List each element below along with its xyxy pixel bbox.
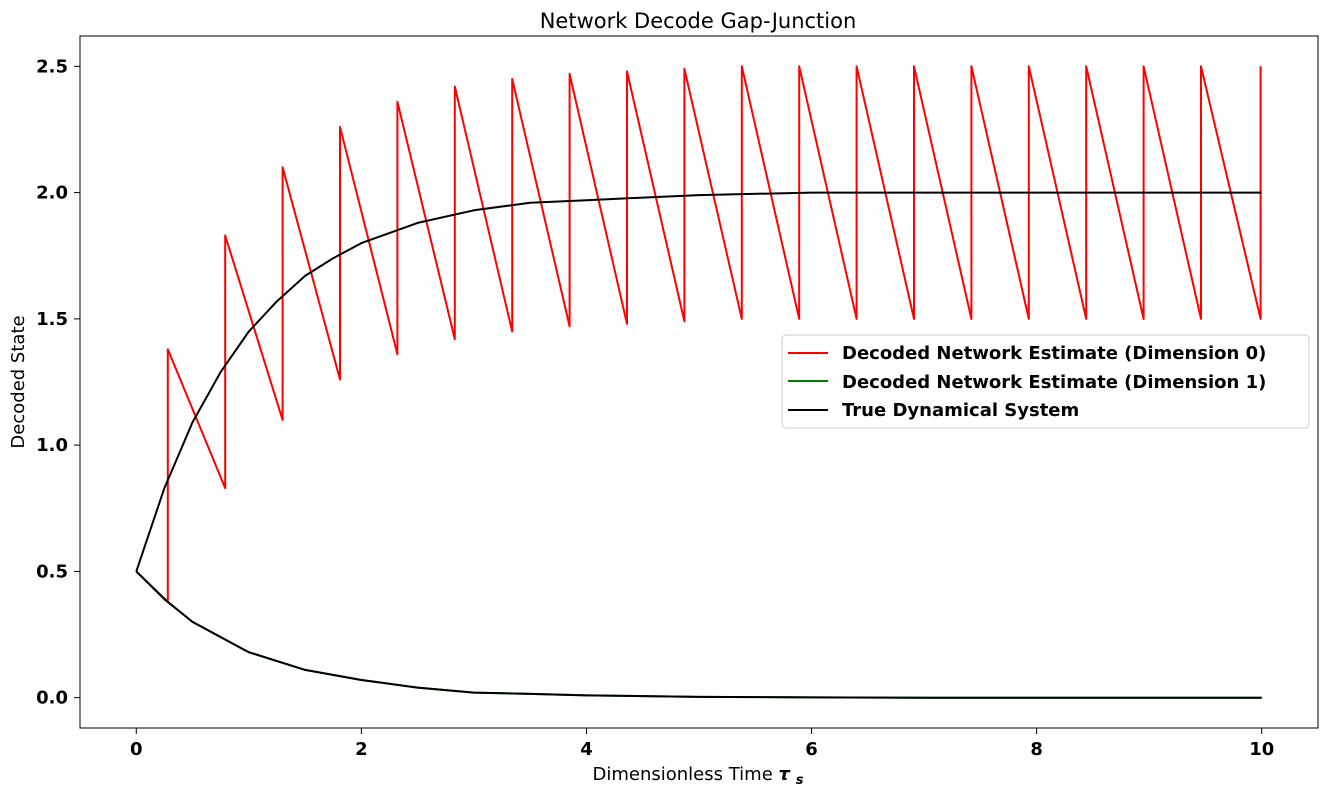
x-tick-label: 4 [580,739,593,760]
y-tick-label: 2.5 [36,56,68,77]
x-tick-label: 10 [1249,739,1274,760]
axes-frame [79,35,1319,729]
x-axis-label-text: Dimensionless Time [593,764,773,785]
plot-area [135,65,1262,699]
y-axis-label: Decoded State [8,315,29,448]
x-tick-label: 6 [805,739,818,760]
x-axis-label-subscript: s [796,773,804,788]
y-tick-label: 1.5 [36,309,68,330]
x-axis: 0 2 4 6 8 10 [130,728,1274,760]
y-tick-label: 2.0 [36,183,68,204]
legend: Decoded Network Estimate (Dimension 0) D… [781,334,1310,429]
series-line-dimension-1 [135,570,1262,699]
y-tick-label: 0.0 [36,688,68,709]
legend-box [781,334,1310,429]
x-tick-label: 0 [130,739,143,760]
legend-label-dim0: Decoded Network Estimate (Dimension 0) [842,343,1266,364]
legend-label-dim1: Decoded Network Estimate (Dimension 1) [842,372,1266,393]
series-line-true-system-upper [135,191,1262,572]
x-axis-label: Dimensionless Time τ s [593,764,804,788]
chart-title: Network Decode Gap-Junction [540,9,857,33]
legend-label-true: True Dynamical System [842,400,1079,421]
x-tick-label: 2 [355,739,368,760]
x-tick-label: 8 [1030,739,1043,760]
y-axis: 0.0 0.5 1.0 1.5 2.0 2.5 [36,56,80,709]
series-line-dimension-0 [135,65,1262,603]
series-line-true-system-lower [135,570,1262,699]
x-axis-label-symbol: τ [779,764,791,785]
y-tick-label: 1.0 [36,435,68,456]
y-tick-label: 0.5 [36,561,68,582]
